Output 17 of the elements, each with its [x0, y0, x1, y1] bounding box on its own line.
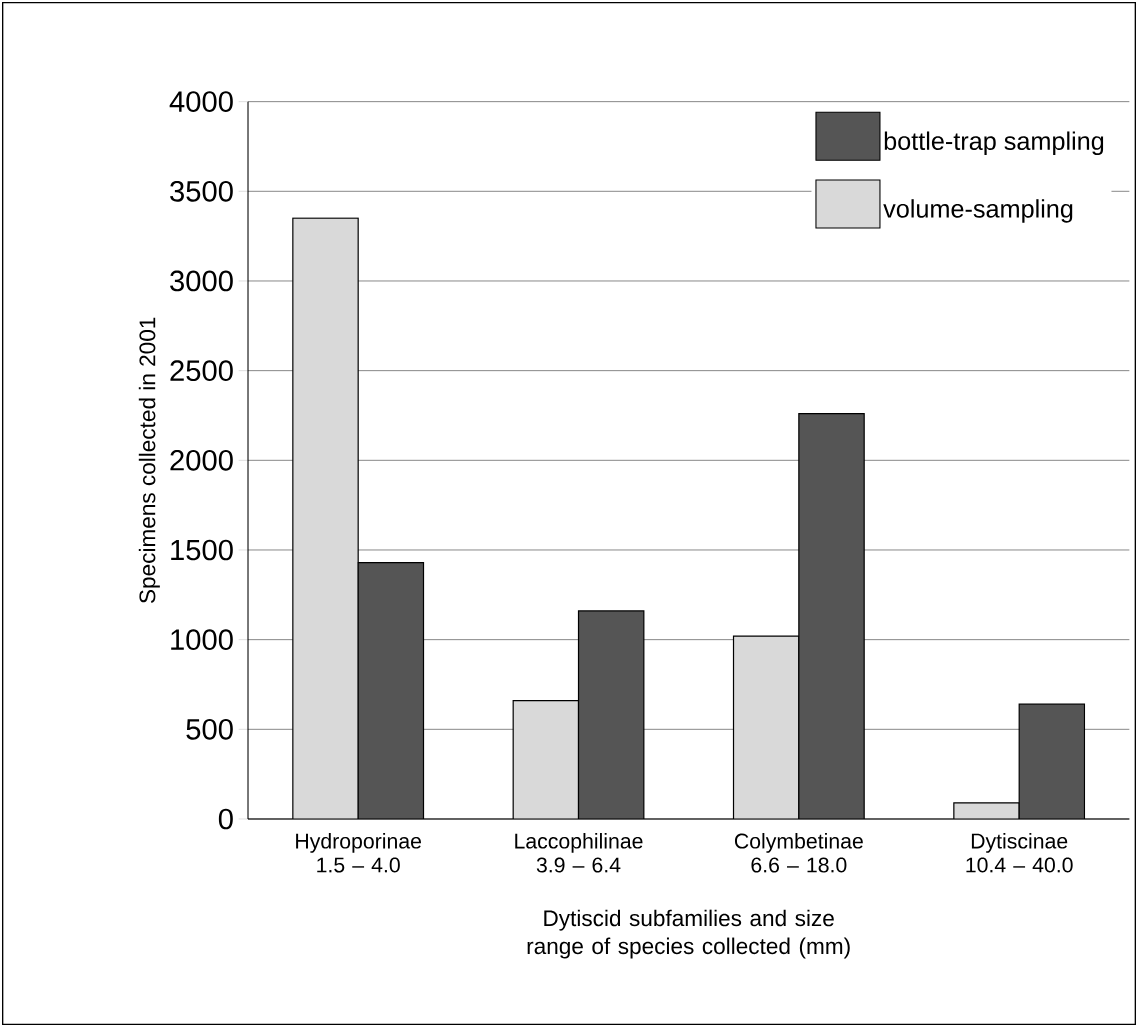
- y-tick-label: 3500: [170, 180, 233, 202]
- y-tick-label: 1000: [171, 629, 233, 650]
- legend-label: bottle-trap sampling: [884, 131, 1104, 155]
- y-tick-label: 2000: [170, 449, 233, 471]
- x-axis-title: Dytiscid subfamilies and size range of species collected (mm): [527, 909, 850, 959]
- legend-label: volume-sampling: [883, 199, 1073, 223]
- y-tick-label: 1500: [171, 539, 233, 561]
- x-tick-label: Hydroporinae 1.5 – 4.0: [296, 833, 421, 873]
- y-tick-label: 500: [186, 718, 233, 740]
- y-tick-label: 0: [218, 808, 233, 830]
- y-axis-title: Specimens collected in 2001: [138, 317, 160, 604]
- x-tick-label: Dytiscinae 10.4 – 40.0: [966, 833, 1073, 873]
- y-tick-label: 4000: [169, 91, 233, 112]
- x-tick-label: Laccophilinae 3.9 – 6.4: [515, 833, 643, 873]
- y-tick-label: 2500: [170, 360, 233, 381]
- y-tick-label: 3000: [170, 270, 233, 292]
- x-tick-label: Colymbetinae 6.6 – 18.0: [734, 833, 863, 873]
